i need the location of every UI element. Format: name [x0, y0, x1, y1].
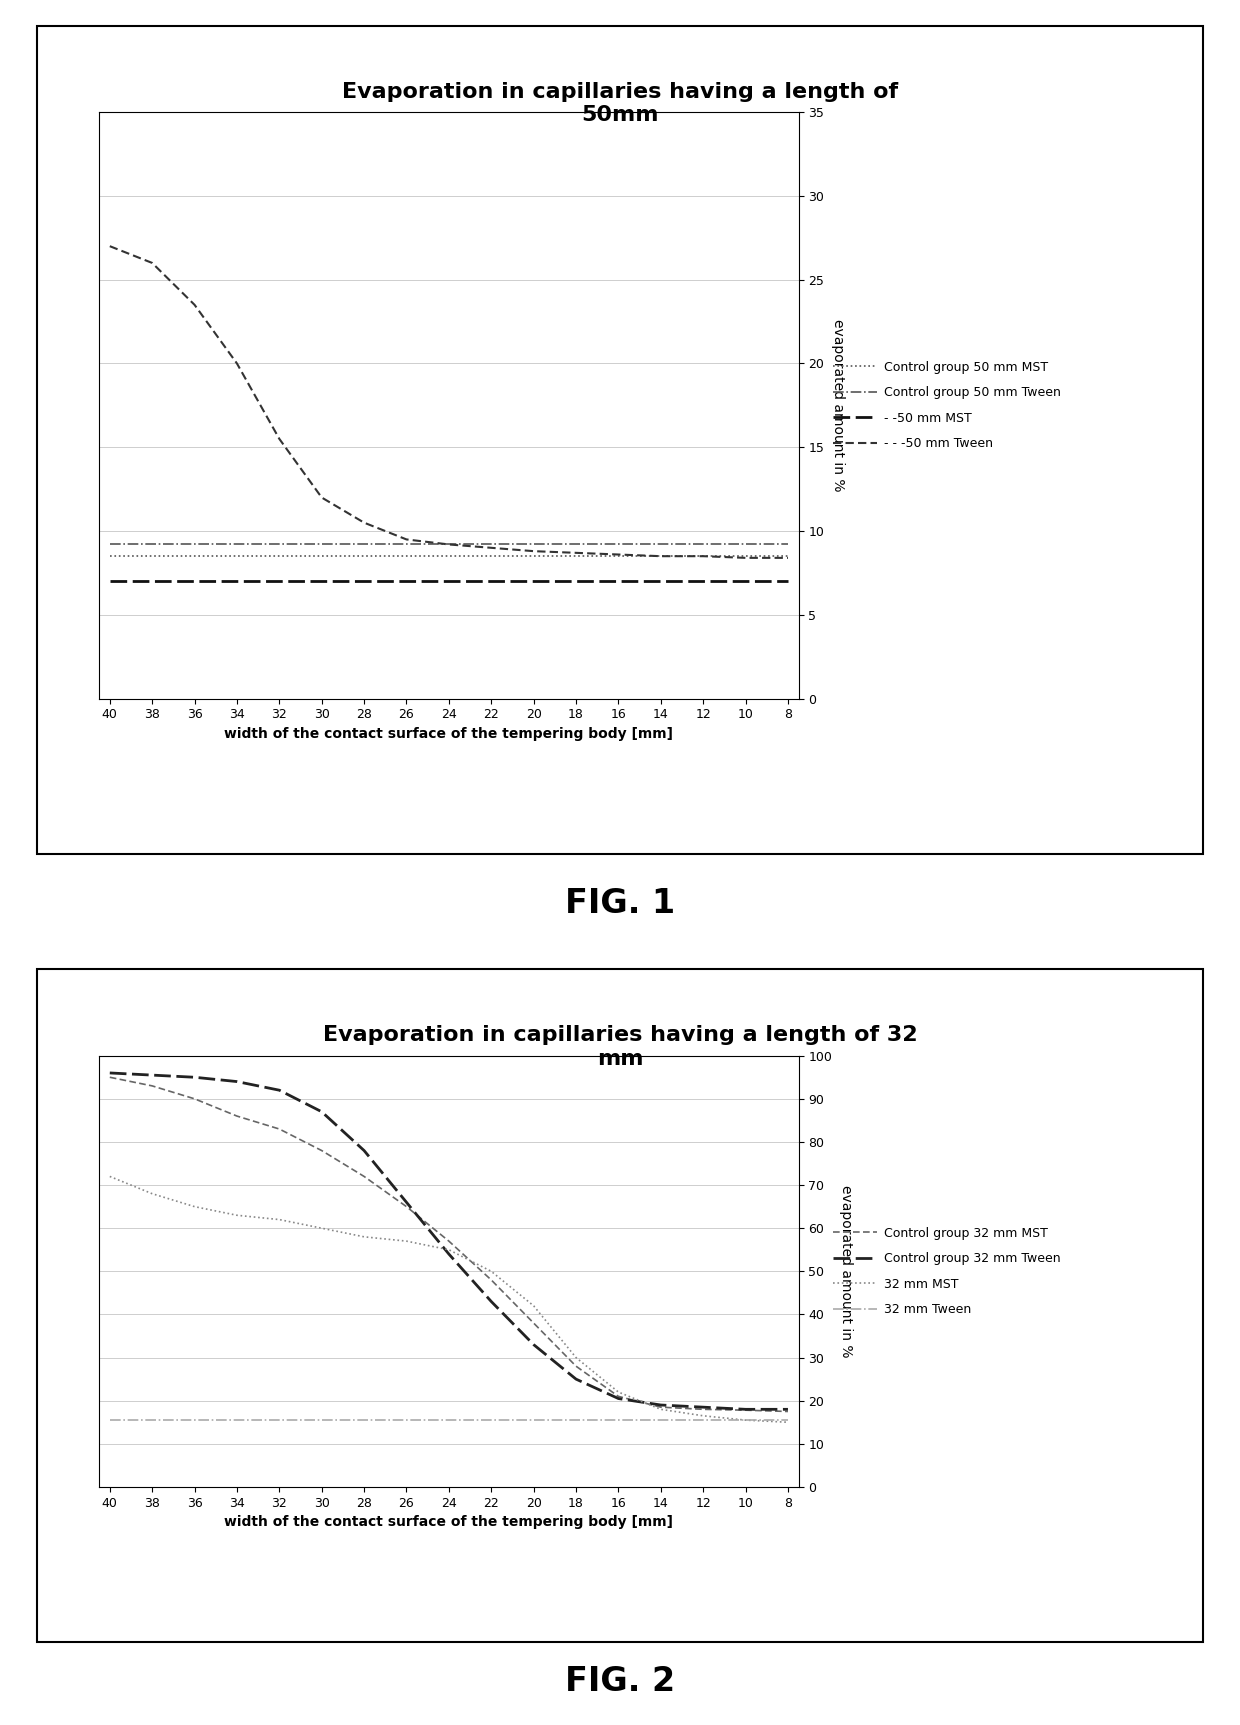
Y-axis label: evaporated amount in %: evaporated amount in % [831, 319, 844, 492]
Legend: Control group 32 mm MST, Control group 32 mm Tween, 32 mm MST, 32 mm Tween: Control group 32 mm MST, Control group 3… [833, 1226, 1060, 1316]
X-axis label: width of the contact surface of the tempering body [mm]: width of the contact surface of the temp… [224, 726, 673, 742]
X-axis label: width of the contact surface of the tempering body [mm]: width of the contact surface of the temp… [224, 1515, 673, 1530]
Legend: Control group 50 mm MST, Control group 50 mm Tween, - -50 mm MST, - - -50 mm Twe: Control group 50 mm MST, Control group 5… [833, 361, 1061, 450]
Text: Evaporation in capillaries having a length of 32
mm: Evaporation in capillaries having a leng… [322, 1025, 918, 1070]
Text: FIG. 1: FIG. 1 [565, 887, 675, 921]
Text: Evaporation in capillaries having a length of
50mm: Evaporation in capillaries having a leng… [342, 81, 898, 126]
Y-axis label: evaporated amount in %: evaporated amount in % [839, 1185, 853, 1358]
Text: FIG. 2: FIG. 2 [565, 1665, 675, 1697]
